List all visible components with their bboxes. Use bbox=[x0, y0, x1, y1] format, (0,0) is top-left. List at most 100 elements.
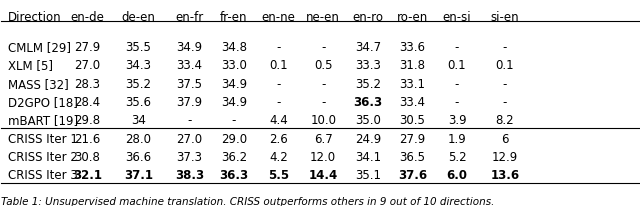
Text: 6: 6 bbox=[501, 132, 509, 145]
Text: XLM [5]: XLM [5] bbox=[8, 59, 52, 72]
Text: CRISS Iter 3: CRISS Iter 3 bbox=[8, 169, 77, 181]
Text: 34.9: 34.9 bbox=[221, 95, 247, 108]
Text: D2GPO [18]: D2GPO [18] bbox=[8, 95, 77, 108]
Text: 3.9: 3.9 bbox=[448, 114, 467, 127]
Text: -: - bbox=[276, 41, 281, 54]
Text: -: - bbox=[502, 41, 507, 54]
Text: en-ne: en-ne bbox=[262, 11, 296, 23]
Text: 0.1: 0.1 bbox=[269, 59, 288, 72]
Text: -: - bbox=[321, 95, 325, 108]
Text: -: - bbox=[321, 77, 325, 90]
Text: de-en: de-en bbox=[122, 11, 156, 23]
Text: 21.6: 21.6 bbox=[74, 132, 100, 145]
Text: CMLM [29]: CMLM [29] bbox=[8, 41, 71, 54]
Text: 14.4: 14.4 bbox=[308, 169, 338, 181]
Text: 4.4: 4.4 bbox=[269, 114, 288, 127]
Text: 30.5: 30.5 bbox=[399, 114, 426, 127]
Text: -: - bbox=[455, 95, 459, 108]
Text: 33.4: 33.4 bbox=[177, 59, 202, 72]
Text: ro-en: ro-en bbox=[397, 11, 428, 23]
Text: 6.0: 6.0 bbox=[447, 169, 467, 181]
Text: 12.9: 12.9 bbox=[492, 150, 518, 163]
Text: 33.0: 33.0 bbox=[221, 59, 247, 72]
Text: 35.5: 35.5 bbox=[125, 41, 151, 54]
Text: 27.9: 27.9 bbox=[74, 41, 100, 54]
Text: -: - bbox=[502, 95, 507, 108]
Text: 29.8: 29.8 bbox=[74, 114, 100, 127]
Text: 36.2: 36.2 bbox=[221, 150, 247, 163]
Text: 34: 34 bbox=[131, 114, 146, 127]
Text: 37.9: 37.9 bbox=[176, 95, 202, 108]
Text: 35.1: 35.1 bbox=[355, 169, 381, 181]
Text: si-en: si-en bbox=[490, 11, 519, 23]
Text: 36.6: 36.6 bbox=[125, 150, 152, 163]
Text: -: - bbox=[187, 114, 191, 127]
Text: 28.0: 28.0 bbox=[125, 132, 152, 145]
Text: 32.1: 32.1 bbox=[73, 169, 102, 181]
Text: 28.3: 28.3 bbox=[74, 77, 100, 90]
Text: mBART [19]: mBART [19] bbox=[8, 114, 78, 127]
Text: 37.5: 37.5 bbox=[177, 77, 202, 90]
Text: 34.3: 34.3 bbox=[125, 59, 152, 72]
Text: 5.2: 5.2 bbox=[448, 150, 467, 163]
Text: -: - bbox=[232, 114, 236, 127]
Text: 8.2: 8.2 bbox=[495, 114, 514, 127]
Text: 34.9: 34.9 bbox=[176, 41, 202, 54]
Text: 5.5: 5.5 bbox=[268, 169, 289, 181]
Text: en-ro: en-ro bbox=[352, 11, 383, 23]
Text: Direction: Direction bbox=[8, 11, 61, 23]
Text: 0.1: 0.1 bbox=[495, 59, 514, 72]
Text: CRISS Iter 1: CRISS Iter 1 bbox=[8, 132, 77, 145]
Text: 35.2: 35.2 bbox=[355, 77, 381, 90]
Text: 29.0: 29.0 bbox=[221, 132, 247, 145]
Text: 37.6: 37.6 bbox=[398, 169, 427, 181]
Text: fr-en: fr-en bbox=[220, 11, 248, 23]
Text: 0.1: 0.1 bbox=[448, 59, 467, 72]
Text: 37.3: 37.3 bbox=[177, 150, 202, 163]
Text: 12.0: 12.0 bbox=[310, 150, 336, 163]
Text: 27.9: 27.9 bbox=[399, 132, 426, 145]
Text: 27.0: 27.0 bbox=[176, 132, 202, 145]
Text: MASS [32]: MASS [32] bbox=[8, 77, 68, 90]
Text: 28.4: 28.4 bbox=[74, 95, 100, 108]
Text: -: - bbox=[276, 95, 281, 108]
Text: 33.1: 33.1 bbox=[399, 77, 426, 90]
Text: 4.2: 4.2 bbox=[269, 150, 288, 163]
Text: 10.0: 10.0 bbox=[310, 114, 336, 127]
Text: 35.6: 35.6 bbox=[125, 95, 152, 108]
Text: Table 1: Unsupervised machine translation. CRISS outperforms others in 9 out of : Table 1: Unsupervised machine translatio… bbox=[1, 196, 495, 206]
Text: 36.5: 36.5 bbox=[399, 150, 426, 163]
Text: 27.0: 27.0 bbox=[74, 59, 100, 72]
Text: -: - bbox=[321, 41, 325, 54]
Text: 34.8: 34.8 bbox=[221, 41, 247, 54]
Text: CRISS Iter 2: CRISS Iter 2 bbox=[8, 150, 77, 163]
Text: 34.9: 34.9 bbox=[221, 77, 247, 90]
Text: 31.8: 31.8 bbox=[399, 59, 426, 72]
Text: -: - bbox=[502, 77, 507, 90]
Text: -: - bbox=[455, 41, 459, 54]
Text: 30.8: 30.8 bbox=[74, 150, 100, 163]
Text: ne-en: ne-en bbox=[307, 11, 340, 23]
Text: 13.6: 13.6 bbox=[490, 169, 519, 181]
Text: en-si: en-si bbox=[443, 11, 471, 23]
Text: 6.7: 6.7 bbox=[314, 132, 333, 145]
Text: 33.3: 33.3 bbox=[355, 59, 381, 72]
Text: 35.0: 35.0 bbox=[355, 114, 381, 127]
Text: en-de: en-de bbox=[70, 11, 104, 23]
Text: en-fr: en-fr bbox=[175, 11, 204, 23]
Text: -: - bbox=[276, 77, 281, 90]
Text: 34.7: 34.7 bbox=[355, 41, 381, 54]
Text: 33.6: 33.6 bbox=[399, 41, 426, 54]
Text: 36.3: 36.3 bbox=[220, 169, 248, 181]
Text: 33.4: 33.4 bbox=[399, 95, 426, 108]
Text: 1.9: 1.9 bbox=[447, 132, 467, 145]
Text: 34.1: 34.1 bbox=[355, 150, 381, 163]
Text: 38.3: 38.3 bbox=[175, 169, 204, 181]
Text: 24.9: 24.9 bbox=[355, 132, 381, 145]
Text: 35.2: 35.2 bbox=[125, 77, 152, 90]
Text: -: - bbox=[455, 77, 459, 90]
Text: 36.3: 36.3 bbox=[353, 95, 382, 108]
Text: 0.5: 0.5 bbox=[314, 59, 332, 72]
Text: 37.1: 37.1 bbox=[124, 169, 153, 181]
Text: 2.6: 2.6 bbox=[269, 132, 288, 145]
